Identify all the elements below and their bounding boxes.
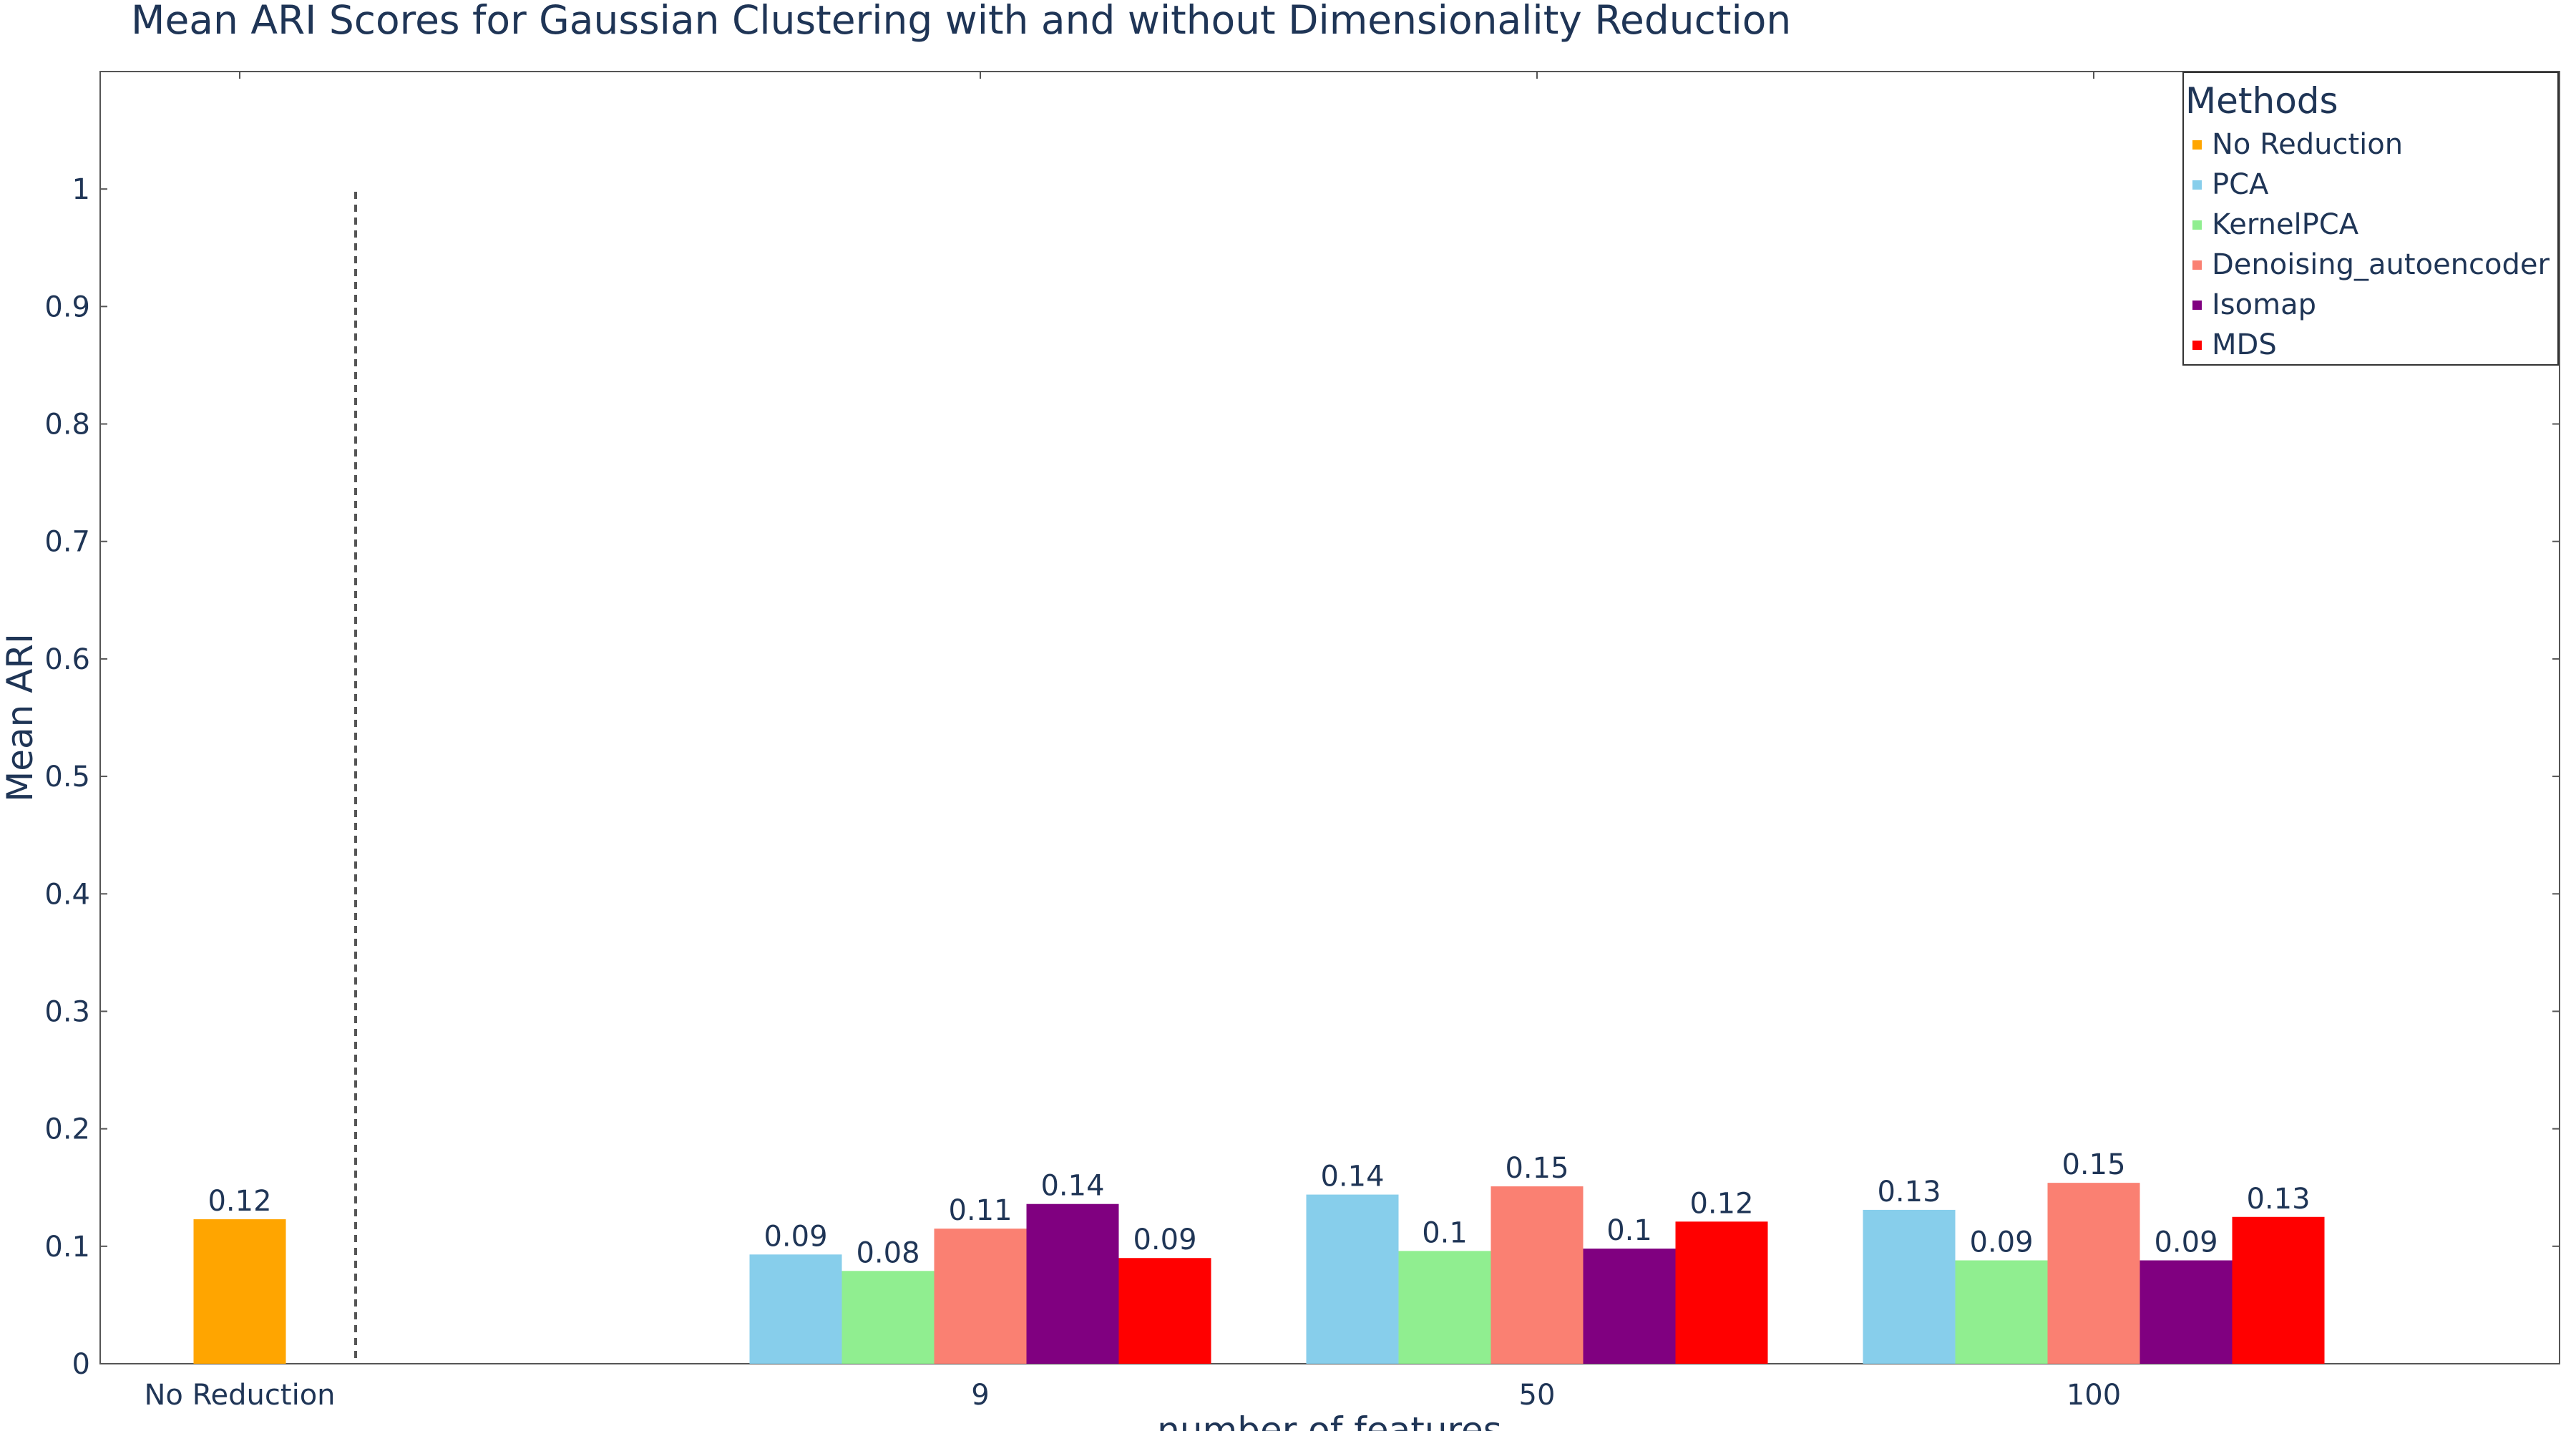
y-tick-label: 1	[72, 173, 90, 206]
chart-title: Mean ARI Scores for Gaussian Clustering …	[131, 0, 1791, 43]
bar-mds-100	[2232, 1216, 2325, 1364]
legend-label: Isomap	[2212, 288, 2316, 321]
x-axis-label: number of features	[1157, 1410, 1502, 1431]
bar-value-label: 0.09	[2154, 1226, 2218, 1259]
bar-kernelpca-9	[841, 1271, 935, 1364]
legend-label: KernelPCA	[2212, 208, 2359, 241]
y-tick-label: 0.3	[44, 995, 90, 1028]
legend-swatch	[2192, 180, 2202, 190]
bar-value-label: 0.08	[856, 1236, 919, 1269]
bar-denoising-autoencoder-100	[2047, 1183, 2140, 1364]
bar-mds-9	[1118, 1258, 1211, 1364]
bar-value-label: 0.13	[1877, 1176, 1941, 1208]
bar-pca-50	[1306, 1194, 1399, 1364]
bar-labels-group: 0.12 0.09 0.14 0.13 0.08 0.1 0.09 0.11 0.15 0.15 0…	[208, 1148, 2310, 1269]
legend-swatch	[2192, 260, 2202, 270]
y-tick-label: 0.9	[44, 290, 90, 323]
y-tick-label: 0.5	[44, 761, 90, 793]
y-tick-label: 0.1	[44, 1231, 90, 1264]
y-tick-label: 0.4	[44, 878, 90, 911]
x-tick-label: 9	[971, 1379, 989, 1412]
legend-item: PCA	[2192, 165, 2550, 205]
bar-isomap-100	[2140, 1260, 2233, 1364]
bar-value-label: 0.14	[1040, 1170, 1104, 1203]
bar-denoising-autoencoder-9	[934, 1229, 1027, 1364]
bar-value-label: 0.09	[1133, 1224, 1196, 1256]
bar-value-label: 0.11	[948, 1194, 1012, 1227]
legend-item: KernelPCA	[2192, 205, 2550, 245]
y-axis-ticks: 0 0.1 0.2 0.3 0.4 0.5 0.6 0.7 0.8 0.9 1	[44, 173, 2560, 1381]
y-tick-label: 0.2	[44, 1113, 90, 1146]
legend-label: Denoising_autoencoder	[2212, 248, 2550, 281]
x-tick-label: No Reduction	[144, 1379, 335, 1412]
y-tick-label: 0.7	[44, 526, 90, 559]
legend-label: No Reduction	[2212, 128, 2404, 161]
bar-kernelpca-100	[1955, 1260, 2048, 1364]
bar-mds-50	[1675, 1221, 1768, 1364]
bar-value-label: 0.14	[1320, 1161, 1384, 1193]
x-axis-ticks: No Reduction 9 50 100	[144, 72, 2121, 1412]
bar-value-label: 0.13	[2246, 1183, 2310, 1216]
legend-label: PCA	[2212, 168, 2269, 201]
legend-item: Isomap	[2192, 285, 2550, 325]
bar-denoising-autoencoder-50	[1491, 1186, 1584, 1364]
bar-pca-9	[749, 1254, 842, 1364]
legend-item: MDS	[2192, 325, 2550, 365]
legend-item: No Reduction	[2192, 124, 2550, 165]
bars-group	[193, 1183, 2325, 1364]
bar-value-label: 0.09	[1969, 1226, 2033, 1259]
x-tick-label: 100	[2067, 1379, 2121, 1412]
bar-value-label: 0.09	[763, 1220, 827, 1253]
legend-swatch	[2192, 340, 2202, 350]
y-tick-label: 0.8	[44, 409, 90, 441]
legend-title: Methods	[2185, 80, 2338, 122]
bar-no-reduction-no-reduction	[193, 1219, 286, 1364]
bar-isomap-50	[1583, 1249, 1676, 1364]
y-axis-label: Mean ARI	[0, 633, 41, 802]
bar-pca-100	[1863, 1209, 1956, 1364]
bar-value-label: 0.12	[208, 1185, 271, 1218]
x-tick-label: 50	[1519, 1379, 1556, 1412]
legend-label: MDS	[2212, 328, 2277, 361]
bar-value-label: 0.15	[1505, 1152, 1568, 1185]
bar-value-label: 0.15	[2062, 1148, 2125, 1181]
bar-value-label: 0.1	[1606, 1214, 1652, 1247]
legend: Methods No Reduction PCA KernelPCA Denoisin…	[2182, 72, 2559, 366]
bar-isomap-9	[1026, 1203, 1119, 1364]
y-tick-label: 0.6	[44, 643, 90, 676]
bar-kernelpca-50	[1398, 1251, 1491, 1364]
bar-value-label: 0.12	[1689, 1187, 1753, 1220]
legend-swatch	[2192, 220, 2202, 230]
legend-swatch	[2192, 140, 2202, 150]
y-tick-label: 0	[72, 1348, 90, 1381]
legend-item: Denoising_autoencoder	[2192, 245, 2550, 285]
legend-swatch	[2192, 300, 2202, 310]
legend-items: No Reduction PCA KernelPCA Denoising_autoen…	[2192, 124, 2550, 365]
bar-value-label: 0.1	[1422, 1216, 1468, 1249]
